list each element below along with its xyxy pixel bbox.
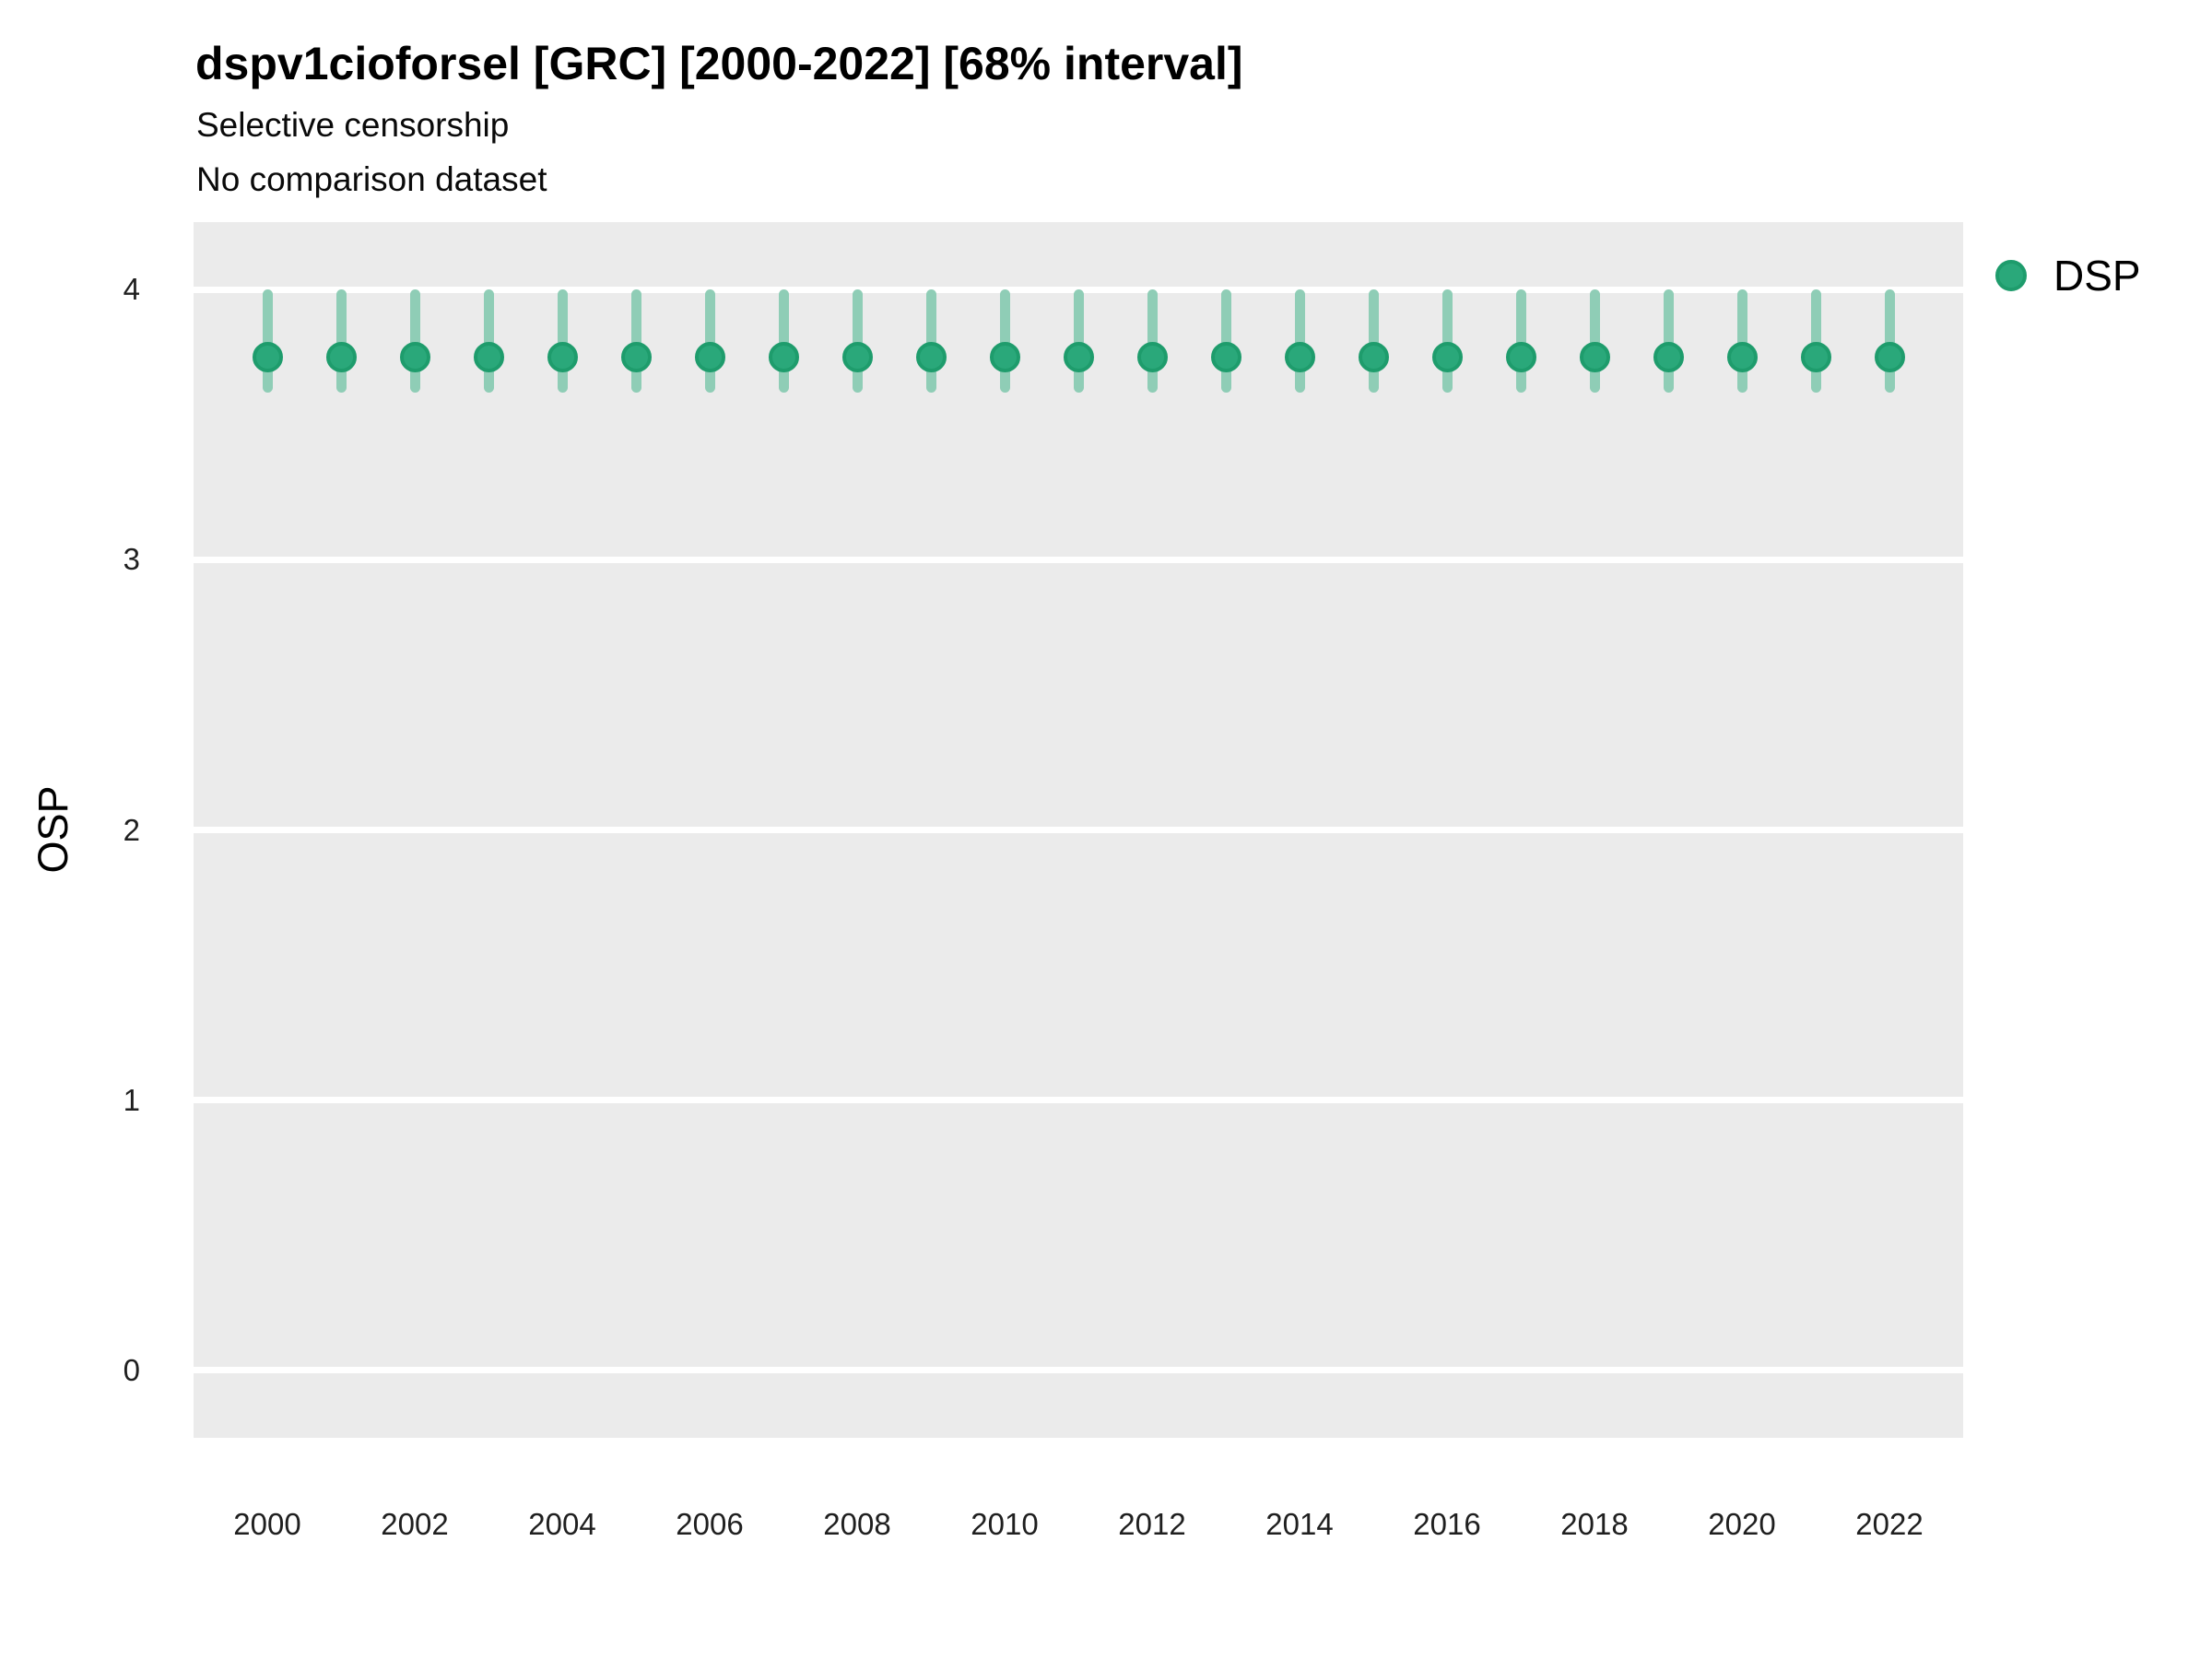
x-tick-label: 2020 — [1708, 1507, 1776, 1541]
range-bar — [1810, 289, 1821, 393]
point-marker — [1726, 342, 1758, 373]
range-bar — [1663, 289, 1674, 393]
range-bar — [1147, 289, 1158, 393]
point-marker — [915, 342, 947, 373]
point-marker — [1800, 342, 1831, 373]
x-tick-label: 2008 — [823, 1507, 891, 1541]
point-marker — [1063, 342, 1094, 373]
range-bar — [1589, 289, 1600, 393]
range-bar — [557, 289, 568, 393]
point-marker — [1358, 342, 1389, 373]
point-marker — [989, 342, 1020, 373]
range-bar — [630, 289, 641, 393]
x-tick-label: 2018 — [1560, 1507, 1629, 1541]
gridline-y-0 — [194, 1367, 1963, 1374]
x-tick-label: 2022 — [1855, 1507, 1924, 1541]
range-bar — [1073, 289, 1084, 393]
range-bar — [1294, 289, 1305, 393]
range-bar — [483, 289, 494, 393]
legend-item-label: DSP — [2053, 252, 2141, 300]
range-bar — [925, 289, 936, 393]
point-marker — [841, 342, 873, 373]
point-marker — [620, 342, 652, 373]
range-bar — [1441, 289, 1453, 393]
y-tick-label: 4 — [123, 272, 140, 307]
range-bar — [704, 289, 715, 393]
point-marker — [1653, 342, 1684, 373]
range-bar — [1515, 289, 1526, 393]
point-marker — [399, 342, 430, 373]
legend-key-dot-icon — [1995, 260, 2027, 291]
gridline-y-3 — [194, 556, 1963, 563]
point-marker — [768, 342, 799, 373]
page-title: dspv1cioforsel [GRC] [2000-2022] [68% in… — [195, 38, 1243, 89]
point-marker — [252, 342, 283, 373]
y-tick-label: 2 — [123, 812, 140, 847]
range-bar — [778, 289, 789, 393]
point-marker — [547, 342, 578, 373]
x-tick-label: 2000 — [233, 1507, 301, 1541]
x-tick-label: 2002 — [381, 1507, 449, 1541]
y-tick-label: 3 — [123, 542, 140, 577]
point-marker — [1874, 342, 1905, 373]
x-tick-label: 2004 — [528, 1507, 596, 1541]
range-bar — [999, 289, 1010, 393]
chart-subtitle: Selective censorship — [196, 106, 510, 144]
point-marker — [1505, 342, 1536, 373]
range-bar — [852, 289, 863, 393]
plot-panel — [194, 222, 1963, 1438]
x-tick-label: 2016 — [1413, 1507, 1481, 1541]
point-marker — [1579, 342, 1610, 373]
point-marker — [1210, 342, 1241, 373]
x-tick-label: 2014 — [1265, 1507, 1334, 1541]
gridline-y-1 — [194, 1097, 1963, 1104]
range-bar — [1368, 289, 1379, 393]
x-tick-label: 2006 — [676, 1507, 744, 1541]
range-bar — [409, 289, 420, 393]
y-tick-label: 1 — [123, 1082, 140, 1117]
point-marker — [1136, 342, 1168, 373]
chart-caption: No comparison dataset — [196, 160, 547, 198]
point-marker — [473, 342, 504, 373]
point-marker — [1431, 342, 1463, 373]
range-bar — [1884, 289, 1895, 393]
range-bar — [335, 289, 347, 393]
y-tick-label: 0 — [123, 1352, 140, 1387]
x-tick-label: 2012 — [1118, 1507, 1186, 1541]
range-bar — [1736, 289, 1747, 393]
gridline-y-2 — [194, 827, 1963, 833]
range-bar — [262, 289, 273, 393]
point-marker — [325, 342, 357, 373]
point-marker — [1284, 342, 1315, 373]
point-marker — [694, 342, 725, 373]
range-bar — [1220, 289, 1231, 393]
x-tick-label: 2010 — [971, 1507, 1039, 1541]
